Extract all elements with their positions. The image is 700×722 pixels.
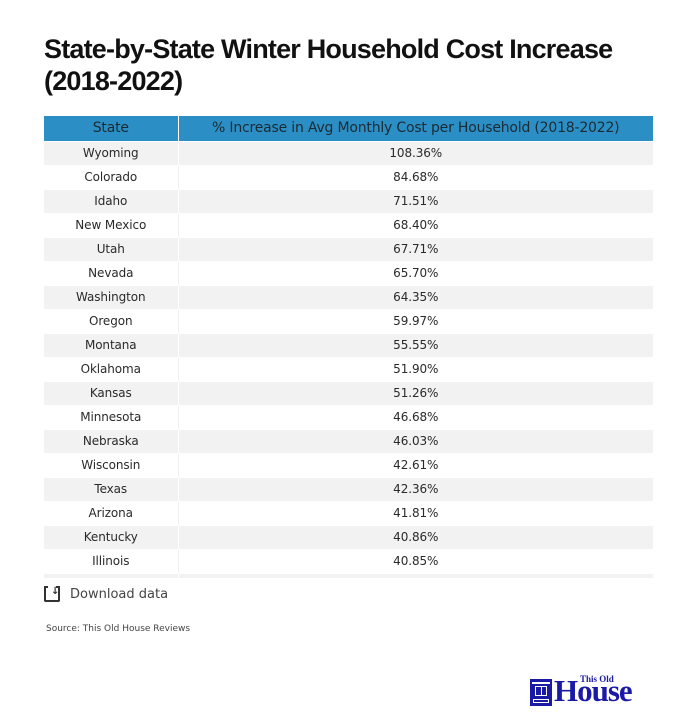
cell-increase: 41.81% (178, 500, 653, 525)
cell-state: Texas (44, 476, 179, 501)
cell-increase: 51.90% (178, 356, 653, 381)
table-row: Arizona 41.81% (44, 500, 653, 525)
table-row: Idaho 71.51% (44, 188, 653, 213)
cell-increase (178, 572, 653, 578)
page-title: State-by-State Winter Household Cost Inc… (44, 34, 613, 96)
cell-state: Wisconsin (44, 452, 179, 477)
cell-increase: 59.97% (178, 308, 653, 333)
cell-state: Kentucky (44, 524, 179, 549)
data-table: State % Increase in Avg Monthly Cost per… (44, 116, 653, 578)
cell-increase: 84.68% (178, 164, 653, 189)
cell-state: Oregon (44, 308, 179, 333)
table-row: Minnesota 46.68% (44, 404, 653, 429)
cell-state: Arizona (44, 500, 179, 525)
cell-state: Oklahoma (44, 356, 179, 381)
table-header-row: State % Increase in Avg Monthly Cost per… (44, 116, 653, 141)
house-icon (530, 679, 552, 706)
table-row: Nebraska 46.03% (44, 428, 653, 453)
header-increase[interactable]: % Increase in Avg Monthly Cost per House… (178, 116, 653, 141)
logo-small-text: This Old (580, 674, 614, 684)
cell-increase: 40.85% (178, 548, 653, 573)
table-row: Wyoming 108.36% (44, 140, 653, 165)
cell-state: Wyoming (44, 140, 179, 165)
this-old-house-logo: This Old House (530, 673, 633, 708)
table-row: Kentucky 40.86% (44, 524, 653, 549)
cell-state: Kansas (44, 380, 179, 405)
cell-increase: 42.61% (178, 452, 653, 477)
cell-state: Idaho (44, 188, 179, 213)
table-row: Washington 64.35% (44, 284, 653, 309)
cell-state: Colorado (44, 164, 179, 189)
table-row (44, 572, 653, 578)
cell-state: Montana (44, 332, 179, 357)
cell-increase: 51.26% (178, 380, 653, 405)
cell-increase: 40.86% (178, 524, 653, 549)
header-state[interactable]: State (44, 116, 179, 141)
table-row: Oklahoma 51.90% (44, 356, 653, 381)
cell-state: Utah (44, 236, 179, 261)
cell-increase: 46.68% (178, 404, 653, 429)
table-row: Colorado 84.68% (44, 164, 653, 189)
table-row: Kansas 51.26% (44, 380, 653, 405)
cell-increase: 108.36% (178, 140, 653, 165)
table-row: Wisconsin 42.61% (44, 452, 653, 477)
cell-increase: 67.71% (178, 236, 653, 261)
cell-increase: 65.70% (178, 260, 653, 285)
cell-increase: 68.40% (178, 212, 653, 237)
download-label: Download data (70, 586, 169, 602)
data-table-scroll-area[interactable]: State % Increase in Avg Monthly Cost per… (44, 116, 653, 578)
table-row: Illinois 40.85% (44, 548, 653, 573)
cell-state: Nevada (44, 260, 179, 285)
cell-state: New Mexico (44, 212, 179, 237)
cell-state: Illinois (44, 548, 179, 573)
cell-state: Washington (44, 284, 179, 309)
table-row: Montana 55.55% (44, 332, 653, 357)
table-row: Texas 42.36% (44, 476, 653, 501)
cell-state: Minnesota (44, 404, 179, 429)
table-row: New Mexico 68.40% (44, 212, 653, 237)
cell-increase: 46.03% (178, 428, 653, 453)
table-row: Utah 67.71% (44, 236, 653, 261)
cell-increase: 71.51% (178, 188, 653, 213)
source-note: Source: This Old House Reviews (46, 624, 191, 634)
table-row: Oregon 59.97% (44, 308, 653, 333)
logo-big-text: House (554, 673, 633, 708)
download-icon: ↓ (44, 586, 60, 602)
download-data-button[interactable]: ↓ Download data (44, 586, 168, 602)
cell-state: Nebraska (44, 428, 179, 453)
cell-increase: 64.35% (178, 284, 653, 309)
cell-state (44, 572, 179, 578)
cell-increase: 42.36% (178, 476, 653, 501)
cell-increase: 55.55% (178, 332, 653, 357)
table-row: Nevada 65.70% (44, 260, 653, 285)
